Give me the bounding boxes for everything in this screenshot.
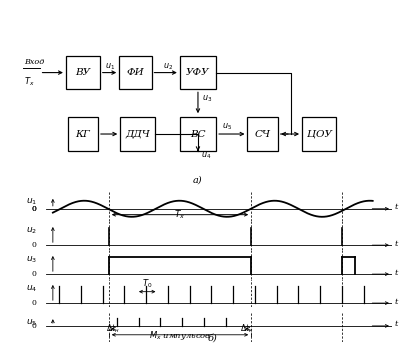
Text: УФУ: УФУ — [186, 68, 210, 77]
Text: а): а) — [193, 175, 203, 184]
Bar — [302, 117, 336, 151]
Text: ВУ: ВУ — [75, 68, 90, 77]
Text: 0: 0 — [32, 241, 37, 249]
Text: t: t — [395, 240, 398, 248]
Text: t: t — [395, 298, 398, 306]
Text: $\Delta t_к$: $\Delta t_к$ — [240, 322, 254, 335]
Text: 0: 0 — [32, 299, 37, 307]
Text: $u_1$: $u_1$ — [26, 197, 37, 207]
Text: t: t — [395, 203, 398, 211]
Text: $u_3$: $u_3$ — [202, 94, 212, 104]
Text: ДДЧ: ДДЧ — [125, 129, 150, 139]
Text: ЦОУ: ЦОУ — [307, 129, 332, 139]
Text: СЧ: СЧ — [255, 129, 271, 139]
Text: 0: 0 — [32, 322, 37, 330]
Bar — [120, 117, 155, 151]
Text: $T_x$: $T_x$ — [175, 209, 186, 221]
Text: $u_2$: $u_2$ — [163, 62, 173, 72]
Text: $\Delta t_н$: $\Delta t_н$ — [106, 322, 120, 335]
Text: КГ: КГ — [76, 129, 90, 139]
Text: $u_3$: $u_3$ — [26, 255, 37, 265]
Text: $u_5$: $u_5$ — [26, 317, 37, 328]
Bar — [65, 56, 100, 89]
Text: t: t — [395, 320, 398, 328]
Text: $T_x$: $T_x$ — [24, 75, 35, 88]
Text: Вход: Вход — [24, 58, 44, 66]
Text: $u_4$: $u_4$ — [201, 150, 212, 161]
Bar — [180, 117, 216, 151]
Text: t: t — [395, 269, 398, 277]
Bar — [247, 117, 278, 151]
Text: $M_x$ импульсов: $M_x$ импульсов — [149, 329, 211, 342]
Text: $u_5$: $u_5$ — [222, 121, 232, 132]
Text: 0: 0 — [32, 205, 37, 213]
Text: $u_1$: $u_1$ — [105, 62, 115, 72]
Text: $u_2$: $u_2$ — [26, 226, 37, 236]
Bar — [119, 56, 152, 89]
Bar — [67, 117, 98, 151]
Text: $u_4$: $u_4$ — [25, 284, 37, 294]
Bar — [180, 56, 216, 89]
Text: ФИ: ФИ — [126, 68, 144, 77]
Text: б): б) — [208, 334, 218, 343]
Text: $T_0$: $T_0$ — [142, 277, 152, 290]
Text: 0: 0 — [32, 205, 37, 213]
Text: 0: 0 — [32, 270, 37, 278]
Text: ВС: ВС — [190, 129, 206, 139]
